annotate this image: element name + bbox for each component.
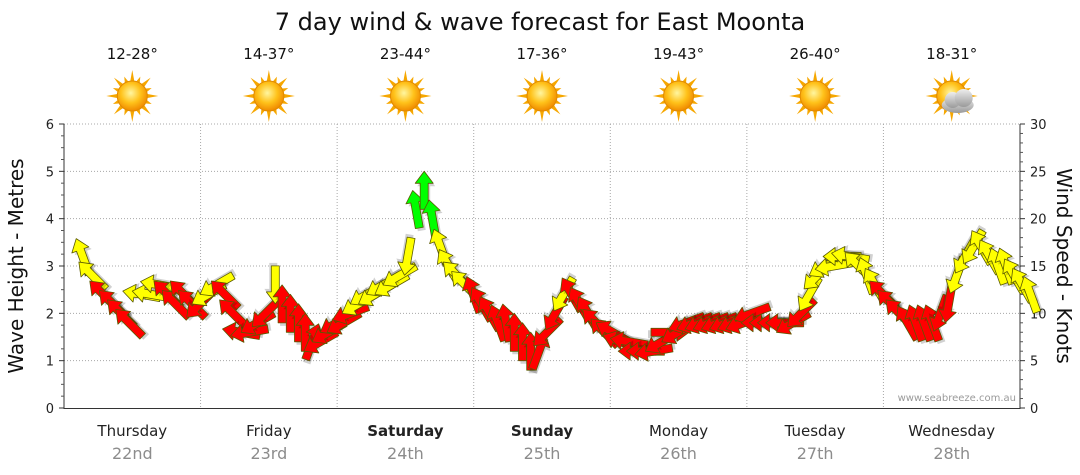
right-tick-label: 15 bbox=[1030, 260, 1047, 275]
sun-icon bbox=[242, 70, 295, 122]
right-tick-label: 0 bbox=[1030, 402, 1038, 417]
chart-title: 7 day wind & wave forecast for East Moon… bbox=[275, 8, 805, 36]
day-name: Sunday bbox=[511, 422, 574, 440]
day-date: 23rd bbox=[250, 444, 287, 463]
day-date: 28th bbox=[933, 444, 970, 463]
day-labels: Thursday 22nd Friday 23rd Saturday 24th Sunday… bbox=[96, 422, 995, 463]
wind-arrow bbox=[396, 233, 416, 276]
day-date: 24th bbox=[387, 444, 424, 463]
credit-text: www.seabreeze.com.au bbox=[898, 393, 1016, 404]
right-tick-label: 20 bbox=[1030, 213, 1047, 228]
sun-cloud-icon bbox=[925, 70, 978, 122]
day-date: 22nd bbox=[112, 444, 153, 463]
wind-arrow bbox=[115, 308, 149, 340]
right-axis-label: Wind Speed - Knots bbox=[1052, 168, 1076, 364]
temperature-range: 19-43° bbox=[653, 45, 704, 63]
wind-arrow bbox=[1019, 276, 1044, 316]
day-date: 27th bbox=[797, 444, 834, 463]
wind-arrows bbox=[71, 170, 1044, 374]
temperature-range: 23-44° bbox=[380, 45, 431, 63]
left-tick-label: 2 bbox=[46, 307, 54, 322]
temperature-range: 12-28° bbox=[107, 45, 158, 63]
day-name: Friday bbox=[246, 422, 292, 440]
left-tick-label: 3 bbox=[46, 260, 54, 275]
plot-area: 0123456051015202530 www.seabreeze.com.au bbox=[46, 118, 1047, 417]
temperature-range: 26-40° bbox=[790, 45, 841, 63]
cloud-icon bbox=[941, 89, 974, 113]
day-name: Thursday bbox=[96, 422, 167, 440]
left-tick-label: 6 bbox=[46, 118, 54, 133]
day-date: 26th bbox=[660, 444, 697, 463]
daily-weather-row: 12-28° 14-37° 23-44° 17-36° 19-43° 26-40° 18-3… bbox=[106, 45, 978, 122]
sun-icon bbox=[516, 70, 568, 122]
day-name: Wednesday bbox=[908, 422, 995, 440]
sun-icon bbox=[789, 70, 842, 122]
sun-icon bbox=[106, 70, 159, 122]
right-tick-label: 25 bbox=[1030, 165, 1047, 180]
right-tick-label: 5 bbox=[1030, 355, 1038, 370]
sun-icon bbox=[652, 70, 705, 122]
right-tick-label: 30 bbox=[1030, 118, 1047, 133]
day-name: Monday bbox=[649, 422, 708, 440]
left-axis-label: Wave Height - Metres bbox=[4, 158, 28, 373]
day-name: Tuesday bbox=[784, 422, 846, 440]
day-name: Saturday bbox=[367, 422, 444, 440]
day-date: 25th bbox=[524, 444, 561, 463]
left-tick-label: 0 bbox=[46, 402, 54, 417]
temperature-range: 18-31° bbox=[926, 45, 977, 63]
left-tick-label: 4 bbox=[46, 213, 54, 228]
axis-ticks: 0123456051015202530 bbox=[46, 118, 1047, 417]
left-tick-label: 5 bbox=[46, 165, 54, 180]
temperature-range: 17-36° bbox=[516, 45, 567, 63]
sun-icon bbox=[379, 70, 432, 122]
left-tick-label: 1 bbox=[46, 355, 54, 370]
temperature-range: 14-37° bbox=[243, 45, 294, 63]
